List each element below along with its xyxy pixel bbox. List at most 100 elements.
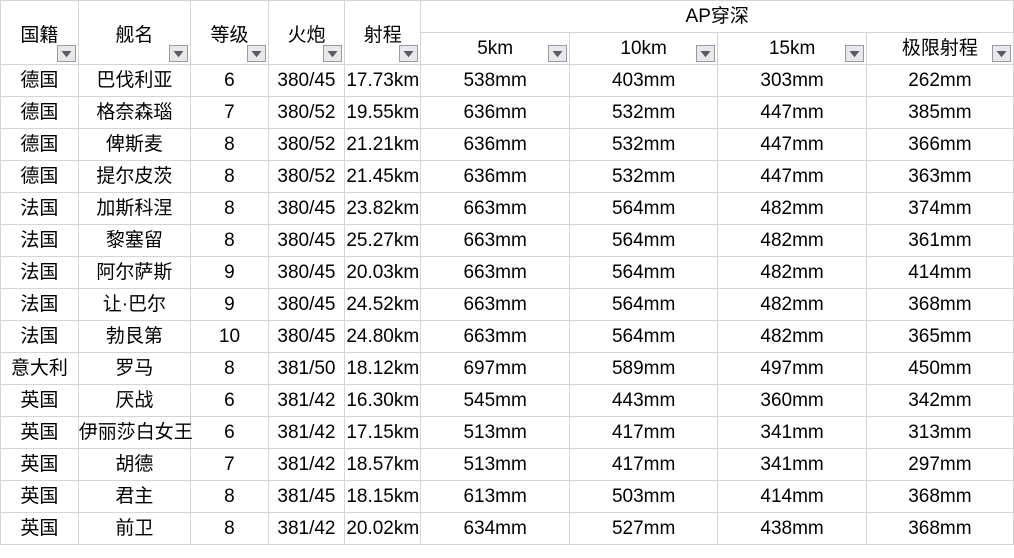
table-cell-tier[interactable]: 8 bbox=[190, 480, 269, 513]
table-cell-apmax[interactable]: 374mm bbox=[865, 192, 1014, 225]
table-cell-ap15km[interactable]: 341mm bbox=[717, 416, 867, 449]
table-cell-apmax[interactable]: 365mm bbox=[865, 320, 1014, 353]
column-header-ap-15km[interactable]: 15km bbox=[717, 32, 867, 65]
table-cell-ap15km[interactable]: 438mm bbox=[717, 512, 867, 545]
table-cell-ap15km[interactable]: 482mm bbox=[717, 256, 867, 289]
column-header-ap-10km[interactable]: 10km bbox=[568, 32, 719, 65]
table-cell-tier[interactable]: 6 bbox=[190, 416, 269, 449]
column-header-gun[interactable]: 火炮 bbox=[267, 0, 346, 65]
filter-dropdown-icon-range[interactable] bbox=[399, 45, 419, 62]
table-cell-nation[interactable]: 英国 bbox=[0, 448, 79, 481]
table-cell-nation[interactable]: 英国 bbox=[0, 416, 79, 449]
table-cell-nation[interactable]: 德国 bbox=[0, 160, 79, 193]
table-cell-nation[interactable]: 法国 bbox=[0, 256, 79, 289]
table-cell-ap5km[interactable]: 663mm bbox=[420, 256, 570, 289]
table-cell-nation[interactable]: 法国 bbox=[0, 192, 79, 225]
table-cell-ap15km[interactable]: 303mm bbox=[717, 64, 867, 97]
table-cell-ap10km[interactable]: 532mm bbox=[568, 96, 719, 129]
table-cell-gun[interactable]: 381/42 bbox=[267, 448, 346, 481]
table-cell-ship[interactable]: 格奈森瑙 bbox=[77, 96, 192, 129]
table-cell-gun[interactable]: 381/50 bbox=[267, 352, 346, 385]
table-cell-ship[interactable]: 让·巴尔 bbox=[77, 288, 192, 321]
table-cell-gun[interactable]: 380/45 bbox=[267, 64, 346, 97]
filter-dropdown-icon-ap-max-range[interactable] bbox=[992, 45, 1011, 62]
table-cell-nation[interactable]: 英国 bbox=[0, 480, 79, 513]
column-header-nation[interactable]: 国籍 bbox=[0, 0, 79, 65]
column-header-tier[interactable]: 等级 bbox=[190, 0, 269, 65]
table-cell-ap10km[interactable]: 564mm bbox=[568, 320, 719, 353]
table-cell-gun[interactable]: 380/52 bbox=[267, 128, 346, 161]
table-cell-gun[interactable]: 381/45 bbox=[267, 480, 346, 513]
table-cell-ship[interactable]: 伊丽莎白女王 bbox=[77, 416, 193, 449]
table-cell-nation[interactable]: 意大利 bbox=[0, 352, 79, 385]
table-cell-gun[interactable]: 381/42 bbox=[267, 384, 346, 417]
table-cell-ap5km[interactable]: 636mm bbox=[420, 96, 570, 129]
table-cell-range[interactable]: 21.21km bbox=[344, 128, 422, 161]
filter-dropdown-icon-ship[interactable] bbox=[169, 45, 189, 62]
table-cell-ap10km[interactable]: 564mm bbox=[568, 288, 719, 321]
table-cell-ap10km[interactable]: 564mm bbox=[568, 256, 719, 289]
table-cell-ap15km[interactable]: 482mm bbox=[717, 288, 867, 321]
table-cell-ship[interactable]: 前卫 bbox=[77, 512, 192, 545]
table-cell-ap10km[interactable]: 564mm bbox=[568, 192, 719, 225]
table-cell-ship[interactable]: 俾斯麦 bbox=[77, 128, 192, 161]
table-cell-ap10km[interactable]: 417mm bbox=[568, 448, 719, 481]
table-cell-range[interactable]: 21.45km bbox=[344, 160, 422, 193]
table-cell-range[interactable]: 17.15km bbox=[344, 416, 422, 449]
table-cell-ap5km[interactable]: 697mm bbox=[420, 352, 570, 385]
table-cell-ship[interactable]: 厌战 bbox=[77, 384, 192, 417]
table-cell-ship[interactable]: 君主 bbox=[77, 480, 192, 513]
table-cell-tier[interactable]: 10 bbox=[190, 320, 269, 353]
table-cell-ap15km[interactable]: 482mm bbox=[717, 192, 867, 225]
table-cell-ap5km[interactable]: 663mm bbox=[420, 320, 570, 353]
table-cell-apmax[interactable]: 450mm bbox=[865, 352, 1014, 385]
filter-dropdown-icon-ap-10km[interactable] bbox=[696, 45, 716, 62]
table-cell-gun[interactable]: 381/42 bbox=[267, 416, 346, 449]
table-cell-tier[interactable]: 7 bbox=[190, 96, 269, 129]
column-header-ship[interactable]: 舰名 bbox=[77, 0, 192, 65]
table-cell-ap10km[interactable]: 417mm bbox=[568, 416, 719, 449]
table-cell-range[interactable]: 25.27km bbox=[344, 224, 422, 257]
table-cell-ship[interactable]: 加斯科涅 bbox=[77, 192, 192, 225]
table-cell-apmax[interactable]: 342mm bbox=[865, 384, 1014, 417]
table-cell-apmax[interactable]: 368mm bbox=[865, 512, 1014, 545]
table-cell-nation[interactable]: 法国 bbox=[0, 320, 79, 353]
table-cell-ap5km[interactable]: 663mm bbox=[420, 192, 570, 225]
column-header-ap-5km[interactable]: 5km bbox=[420, 32, 570, 65]
table-cell-nation[interactable]: 德国 bbox=[0, 96, 79, 129]
table-cell-ap15km[interactable]: 414mm bbox=[717, 480, 867, 513]
table-cell-ap15km[interactable]: 447mm bbox=[717, 160, 867, 193]
table-cell-apmax[interactable]: 368mm bbox=[865, 288, 1014, 321]
table-cell-ap15km[interactable]: 341mm bbox=[717, 448, 867, 481]
filter-dropdown-icon-ap-15km[interactable] bbox=[844, 45, 864, 62]
table-cell-range[interactable]: 24.80km bbox=[344, 320, 422, 353]
table-cell-range[interactable]: 19.55km bbox=[344, 96, 422, 129]
table-cell-tier[interactable]: 8 bbox=[190, 224, 269, 257]
table-cell-gun[interactable]: 380/45 bbox=[267, 288, 346, 321]
table-cell-ap10km[interactable]: 589mm bbox=[568, 352, 719, 385]
table-cell-ap5km[interactable]: 613mm bbox=[420, 480, 570, 513]
table-cell-ap10km[interactable]: 503mm bbox=[568, 480, 719, 513]
table-cell-gun[interactable]: 381/42 bbox=[267, 512, 346, 545]
table-cell-nation[interactable]: 英国 bbox=[0, 384, 79, 417]
table-cell-tier[interactable]: 7 bbox=[190, 448, 269, 481]
filter-dropdown-icon-nation[interactable] bbox=[56, 45, 76, 62]
column-header-ap-max-range[interactable]: 极限射程 bbox=[865, 32, 1014, 65]
table-cell-ap5km[interactable]: 634mm bbox=[420, 512, 570, 545]
table-cell-tier[interactable]: 8 bbox=[190, 160, 269, 193]
table-cell-ship[interactable]: 胡德 bbox=[77, 448, 192, 481]
table-cell-gun[interactable]: 380/45 bbox=[267, 256, 346, 289]
table-cell-range[interactable]: 18.57km bbox=[344, 448, 422, 481]
filter-dropdown-icon-tier[interactable] bbox=[246, 45, 266, 62]
filter-dropdown-icon-ap-5km[interactable] bbox=[547, 45, 567, 62]
table-cell-range[interactable]: 23.82km bbox=[344, 192, 422, 225]
column-header-range[interactable]: 射程 bbox=[344, 0, 422, 65]
table-cell-tier[interactable]: 8 bbox=[190, 128, 269, 161]
table-cell-range[interactable]: 18.12km bbox=[344, 352, 422, 385]
table-cell-ap5km[interactable]: 636mm bbox=[420, 128, 570, 161]
table-cell-apmax[interactable]: 414mm bbox=[865, 256, 1014, 289]
table-cell-gun[interactable]: 380/45 bbox=[267, 224, 346, 257]
table-cell-ap5km[interactable]: 545mm bbox=[420, 384, 570, 417]
table-cell-ship[interactable]: 巴伐利亚 bbox=[77, 64, 192, 97]
table-cell-range[interactable]: 16.30km bbox=[344, 384, 422, 417]
